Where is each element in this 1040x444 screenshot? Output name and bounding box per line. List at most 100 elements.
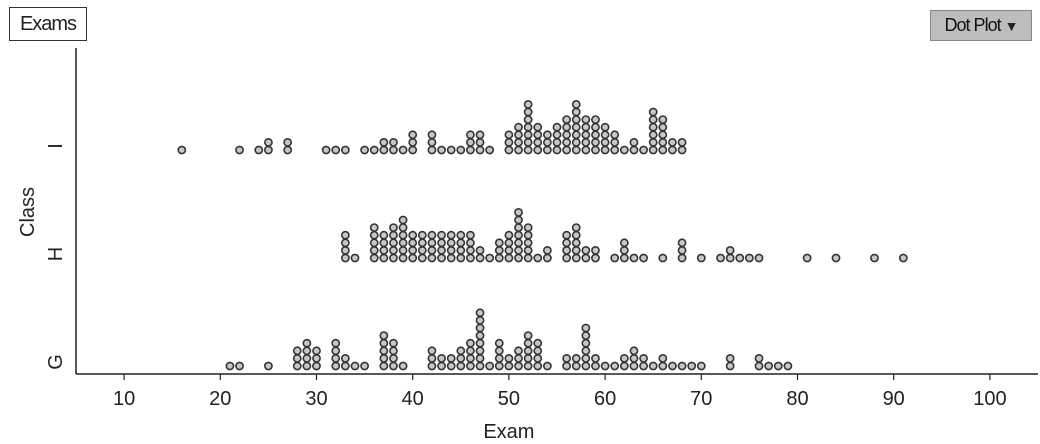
dot-mark <box>417 238 427 248</box>
dot-mark <box>533 137 543 147</box>
dot-mark <box>331 361 341 371</box>
dot-mark <box>745 253 754 263</box>
dot-mark <box>283 137 293 147</box>
dot-mark <box>292 353 302 363</box>
x-tick-label: 20 <box>209 388 231 410</box>
dot-mark <box>398 145 408 155</box>
dot-mark <box>687 361 697 371</box>
dot-mark <box>571 253 581 263</box>
dot-mark <box>504 353 514 363</box>
dot-mark <box>475 361 485 371</box>
dot-mark <box>514 253 523 263</box>
dot-mark <box>523 107 533 117</box>
dot-mark <box>581 122 591 132</box>
dot-mark <box>562 253 572 263</box>
dot-mark <box>389 253 398 263</box>
dot-mark <box>677 137 687 147</box>
dot-mark <box>571 145 581 155</box>
dot-mark <box>514 353 523 363</box>
dot-mark <box>542 245 552 255</box>
dot-mark <box>783 361 793 371</box>
dot-mark <box>619 145 629 155</box>
dot-mark <box>562 361 572 371</box>
dot-mark <box>340 245 350 255</box>
dot-mark <box>571 223 581 232</box>
dot-mark <box>427 346 437 356</box>
category-label: G <box>45 354 67 370</box>
dot-mark <box>619 245 629 255</box>
x-tick-label: 30 <box>305 388 327 410</box>
dot-mark <box>523 130 533 140</box>
dot-mark <box>523 346 533 356</box>
dot-mark <box>254 145 264 155</box>
dot-mark <box>446 145 456 155</box>
dot-mark <box>571 122 581 132</box>
dot-mark <box>408 230 418 240</box>
dot-mark <box>542 130 552 140</box>
plot-type-dropdown[interactable]: Dot Plot ▼ <box>930 10 1032 41</box>
dot-marks <box>177 100 908 371</box>
dot-mark <box>456 353 466 363</box>
x-tick-label: 100 <box>973 388 1006 410</box>
dot-mark <box>571 130 581 140</box>
dot-mark <box>504 230 514 240</box>
dot-mark <box>591 130 600 140</box>
dot-mark <box>716 253 725 263</box>
dot-mark <box>581 338 591 348</box>
dot-mark <box>369 253 379 263</box>
dot-mark <box>283 145 293 155</box>
dot-mark <box>437 245 446 255</box>
dot-mark <box>514 130 523 140</box>
dot-mark <box>446 361 456 371</box>
dot-mark <box>504 361 514 371</box>
dot-mark <box>619 238 629 248</box>
dot-mark <box>485 361 495 371</box>
dot-mark <box>639 145 648 155</box>
dot-mark <box>369 245 379 255</box>
dot-mark <box>427 137 437 147</box>
dot-mark <box>658 137 668 147</box>
dot-mark <box>523 230 533 240</box>
dot-mark <box>571 115 581 124</box>
dot-mark <box>658 145 668 155</box>
dot-mark <box>302 346 312 356</box>
dot-mark <box>802 253 812 263</box>
dot-mark <box>562 115 572 124</box>
dot-mark <box>523 122 533 132</box>
dot-mark <box>235 145 244 155</box>
dot-mark <box>398 230 408 240</box>
dot-mark <box>389 230 398 240</box>
dot-mark <box>466 253 475 263</box>
dot-mark <box>600 137 610 147</box>
dot-mark <box>408 238 418 248</box>
x-tick-label: 40 <box>402 388 424 410</box>
dot-mark <box>398 223 408 232</box>
dot-mark <box>369 230 379 240</box>
dot-mark <box>446 238 456 248</box>
dot-mark <box>600 130 610 140</box>
dot-mark <box>542 145 552 155</box>
dot-mark <box>475 353 485 363</box>
dot-mark <box>514 223 523 232</box>
dot-mark <box>571 107 581 117</box>
dot-mark <box>619 253 629 263</box>
dot-mark <box>552 122 562 132</box>
x-tick-label: 10 <box>113 388 135 410</box>
dot-mark <box>177 145 187 155</box>
dot-mark <box>668 137 677 147</box>
dot-mark <box>389 137 398 147</box>
dot-mark <box>629 346 639 356</box>
dot-mark <box>552 130 562 140</box>
dot-mark <box>581 137 591 147</box>
dot-mark <box>340 253 350 263</box>
dot-mark <box>494 253 504 263</box>
dot-mark <box>562 122 572 132</box>
dot-mark <box>475 315 485 325</box>
dot-mark <box>456 230 466 240</box>
dot-mark <box>523 353 533 363</box>
dot-mark <box>389 223 398 232</box>
dot-mark <box>610 361 620 371</box>
dot-mark <box>725 361 735 371</box>
dot-mark <box>562 145 572 155</box>
dot-mark <box>696 361 706 371</box>
